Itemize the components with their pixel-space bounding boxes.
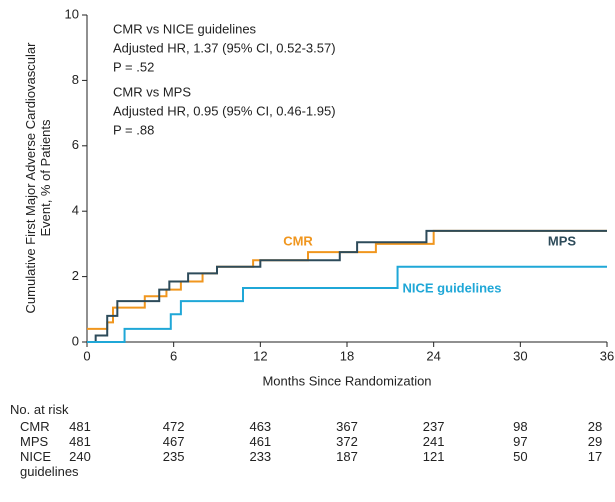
risk-count: 463 [249,419,272,434]
risk-count: 97 [513,434,528,449]
risk-count: 372 [336,434,358,449]
series-label: MPS [548,233,577,248]
y-tick-label: 6 [72,137,79,152]
x-tick-label: 36 [600,348,614,363]
risk-count: 187 [336,449,358,464]
risk-count: 28 [587,419,603,434]
y-tick-label: 10 [65,6,79,21]
risk-count: 233 [249,449,272,464]
risk-row-label: MPS [20,434,49,449]
x-tick-label: 12 [253,348,267,363]
x-tick-label: 6 [170,348,177,363]
survival-curve [87,229,607,343]
survival-curve [87,229,607,330]
annotation: P = .52 [113,59,154,74]
x-tick-label: 18 [340,348,354,363]
risk-table-title: No. at risk [10,402,69,417]
y-tick-label: 8 [72,72,79,87]
risk-count: 240 [69,449,91,464]
annotation: CMR vs NICE guidelines [113,21,257,36]
risk-count: 241 [422,434,445,449]
risk-count: 29 [587,434,603,449]
risk-count: 98 [513,419,528,434]
y-tick-label: 2 [72,268,79,283]
risk-count: 481 [69,419,91,434]
x-tick-label: 30 [513,348,527,363]
annotation: Adjusted HR, 0.95 (95% CI, 0.46-1.95) [113,103,336,118]
risk-count: 467 [162,434,185,449]
risk-count: 17 [587,449,603,464]
annotation: CMR vs MPS [113,84,191,99]
survival-curve [87,265,607,343]
y-tick-label: 4 [72,203,79,218]
risk-count: 461 [249,434,272,449]
risk-count: 367 [336,419,358,434]
risk-count: 237 [422,419,445,434]
annotation: Adjusted HR, 1.37 (95% CI, 0.52-3.57) [113,40,336,55]
y-axis-title: Cumulative First Major Adverse Cardiovas… [23,42,53,314]
series-label: NICE guidelines [403,280,502,295]
x-tick-label: 24 [426,348,440,363]
risk-count: 481 [69,434,91,449]
x-axis-title: Months Since Randomization [262,373,431,388]
risk-count: 235 [162,449,185,464]
annotation: P = .88 [113,122,154,137]
risk-count: 472 [162,419,185,434]
x-tick-label: 0 [83,348,90,363]
y-tick-label: 0 [72,333,79,348]
risk-count: 121 [422,449,445,464]
risk-row-label: NICE guidelines [20,449,79,479]
series-label: CMR [283,233,313,248]
risk-row-label: CMR [20,419,50,434]
risk-count: 50 [513,449,528,464]
